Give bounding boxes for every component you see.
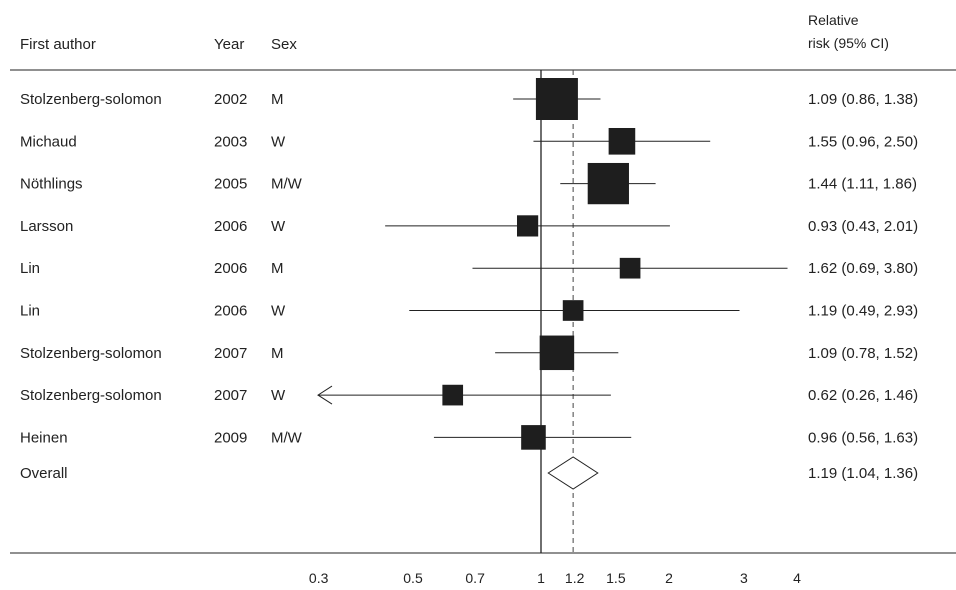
study-rr-ci: 1.09 (0.78, 1.52) — [808, 345, 918, 362]
x-tick-label: 3 — [740, 570, 748, 586]
study-author: Larsson — [20, 218, 73, 235]
x-tick-label: 0.7 — [465, 570, 485, 586]
x-tick-label: 1.2 — [565, 570, 585, 586]
study-rr-ci: 0.96 (0.56, 1.63) — [808, 429, 918, 446]
study-sex: M — [271, 91, 284, 108]
study-author: Heinen — [20, 429, 68, 446]
study-year: 2006 — [214, 303, 247, 320]
x-tick-label: 0.3 — [309, 570, 329, 586]
header-year: Year — [214, 36, 244, 53]
x-tick-label: 1.5 — [606, 570, 626, 586]
study-author: Stolzenberg-solomon — [20, 387, 162, 404]
x-tick-label: 4 — [793, 570, 801, 586]
study-rr-ci: 1.09 (0.86, 1.38) — [808, 91, 918, 108]
study-sex: W — [271, 387, 286, 404]
study-row: Lin 2006 M 1.62 (0.69, 3.80) — [20, 257, 918, 279]
study-sex: M — [271, 345, 284, 362]
study-point-estimate — [587, 162, 629, 205]
overall-diamond — [547, 456, 599, 490]
study-rr-ci: 1.44 (1.11, 1.86) — [808, 176, 917, 193]
study-year: 2005 — [214, 176, 247, 193]
x-tick-label: 1 — [537, 570, 545, 586]
header-risk-ci: risk (95% CI) — [808, 35, 889, 51]
study-year: 2006 — [214, 218, 247, 235]
study-sex: M/W — [271, 176, 303, 193]
study-rows: Stolzenberg-solomon 2002 M 1.09 (0.86, 1.38… — [20, 70, 918, 553]
study-author: Lin — [20, 260, 40, 277]
study-point-estimate — [562, 300, 584, 321]
header-first-author: First author — [20, 36, 96, 53]
study-row: Stolzenberg-solomon 2007 W 0.62 (0.26, 1.46… — [20, 384, 918, 406]
study-row: Stolzenberg-solomon 2002 M 1.09 (0.86, 1.38… — [20, 78, 918, 120]
study-point-estimate — [619, 257, 641, 279]
header-sex: Sex — [271, 36, 297, 53]
study-sex: M — [271, 260, 284, 277]
study-point-estimate — [539, 335, 575, 371]
study-point-estimate — [521, 425, 546, 450]
study-row: Larsson 2006 W 0.93 (0.43, 2.01) — [20, 215, 918, 237]
study-point-estimate — [516, 215, 539, 237]
study-author: Lin — [20, 303, 40, 320]
study-point-estimate — [535, 78, 578, 120]
x-axis-ticks: 0.3 0.5 0.7 1 1.2 1.5 2 3 4 — [309, 570, 801, 586]
overall-row: Overall 1.19 (1.04, 1.36) — [20, 456, 918, 490]
study-point-estimate — [442, 384, 464, 406]
study-row: Nöthlings 2005 M/W 1.44 (1.11, 1.86) — [20, 162, 917, 205]
x-tick-label: 0.5 — [403, 570, 423, 586]
ci-truncation-arrow — [317, 385, 333, 405]
overall-label: Overall — [20, 465, 68, 482]
study-sex: W — [271, 303, 286, 320]
header-relative: Relative — [808, 12, 859, 28]
study-rr-ci: 1.19 (0.49, 2.93) — [808, 303, 918, 320]
study-author: Michaud — [20, 133, 77, 150]
study-rr-ci: 0.93 (0.43, 2.01) — [808, 218, 918, 235]
study-year: 2006 — [214, 260, 247, 277]
study-author: Stolzenberg-solomon — [20, 91, 162, 108]
study-sex: W — [271, 133, 286, 150]
study-sex: M/W — [271, 429, 303, 446]
study-row: Stolzenberg-solomon 2007 M 1.09 (0.78, 1.52… — [20, 335, 918, 371]
study-year: 2009 — [214, 429, 247, 446]
study-year: 2007 — [214, 387, 247, 404]
study-row: Lin 2006 W 1.19 (0.49, 2.93) — [20, 300, 918, 321]
study-author: Nöthlings — [20, 176, 83, 193]
study-rr-ci: 1.55 (0.96, 2.50) — [808, 133, 918, 150]
study-year: 2002 — [214, 91, 247, 108]
study-author: Stolzenberg-solomon — [20, 345, 162, 362]
study-row: Heinen 2009 M/W 0.96 (0.56, 1.63) — [20, 425, 918, 450]
overall-rr-ci: 1.19 (1.04, 1.36) — [808, 465, 918, 482]
study-rr-ci: 1.62 (0.69, 3.80) — [808, 260, 918, 277]
study-rr-ci: 0.62 (0.26, 1.46) — [808, 387, 918, 404]
study-sex: W — [271, 218, 286, 235]
x-tick-label: 2 — [665, 570, 673, 586]
study-row: Michaud 2003 W 1.55 (0.96, 2.50) — [20, 127, 918, 155]
study-point-estimate — [608, 127, 636, 155]
study-year: 2007 — [214, 345, 247, 362]
study-year: 2003 — [214, 133, 247, 150]
